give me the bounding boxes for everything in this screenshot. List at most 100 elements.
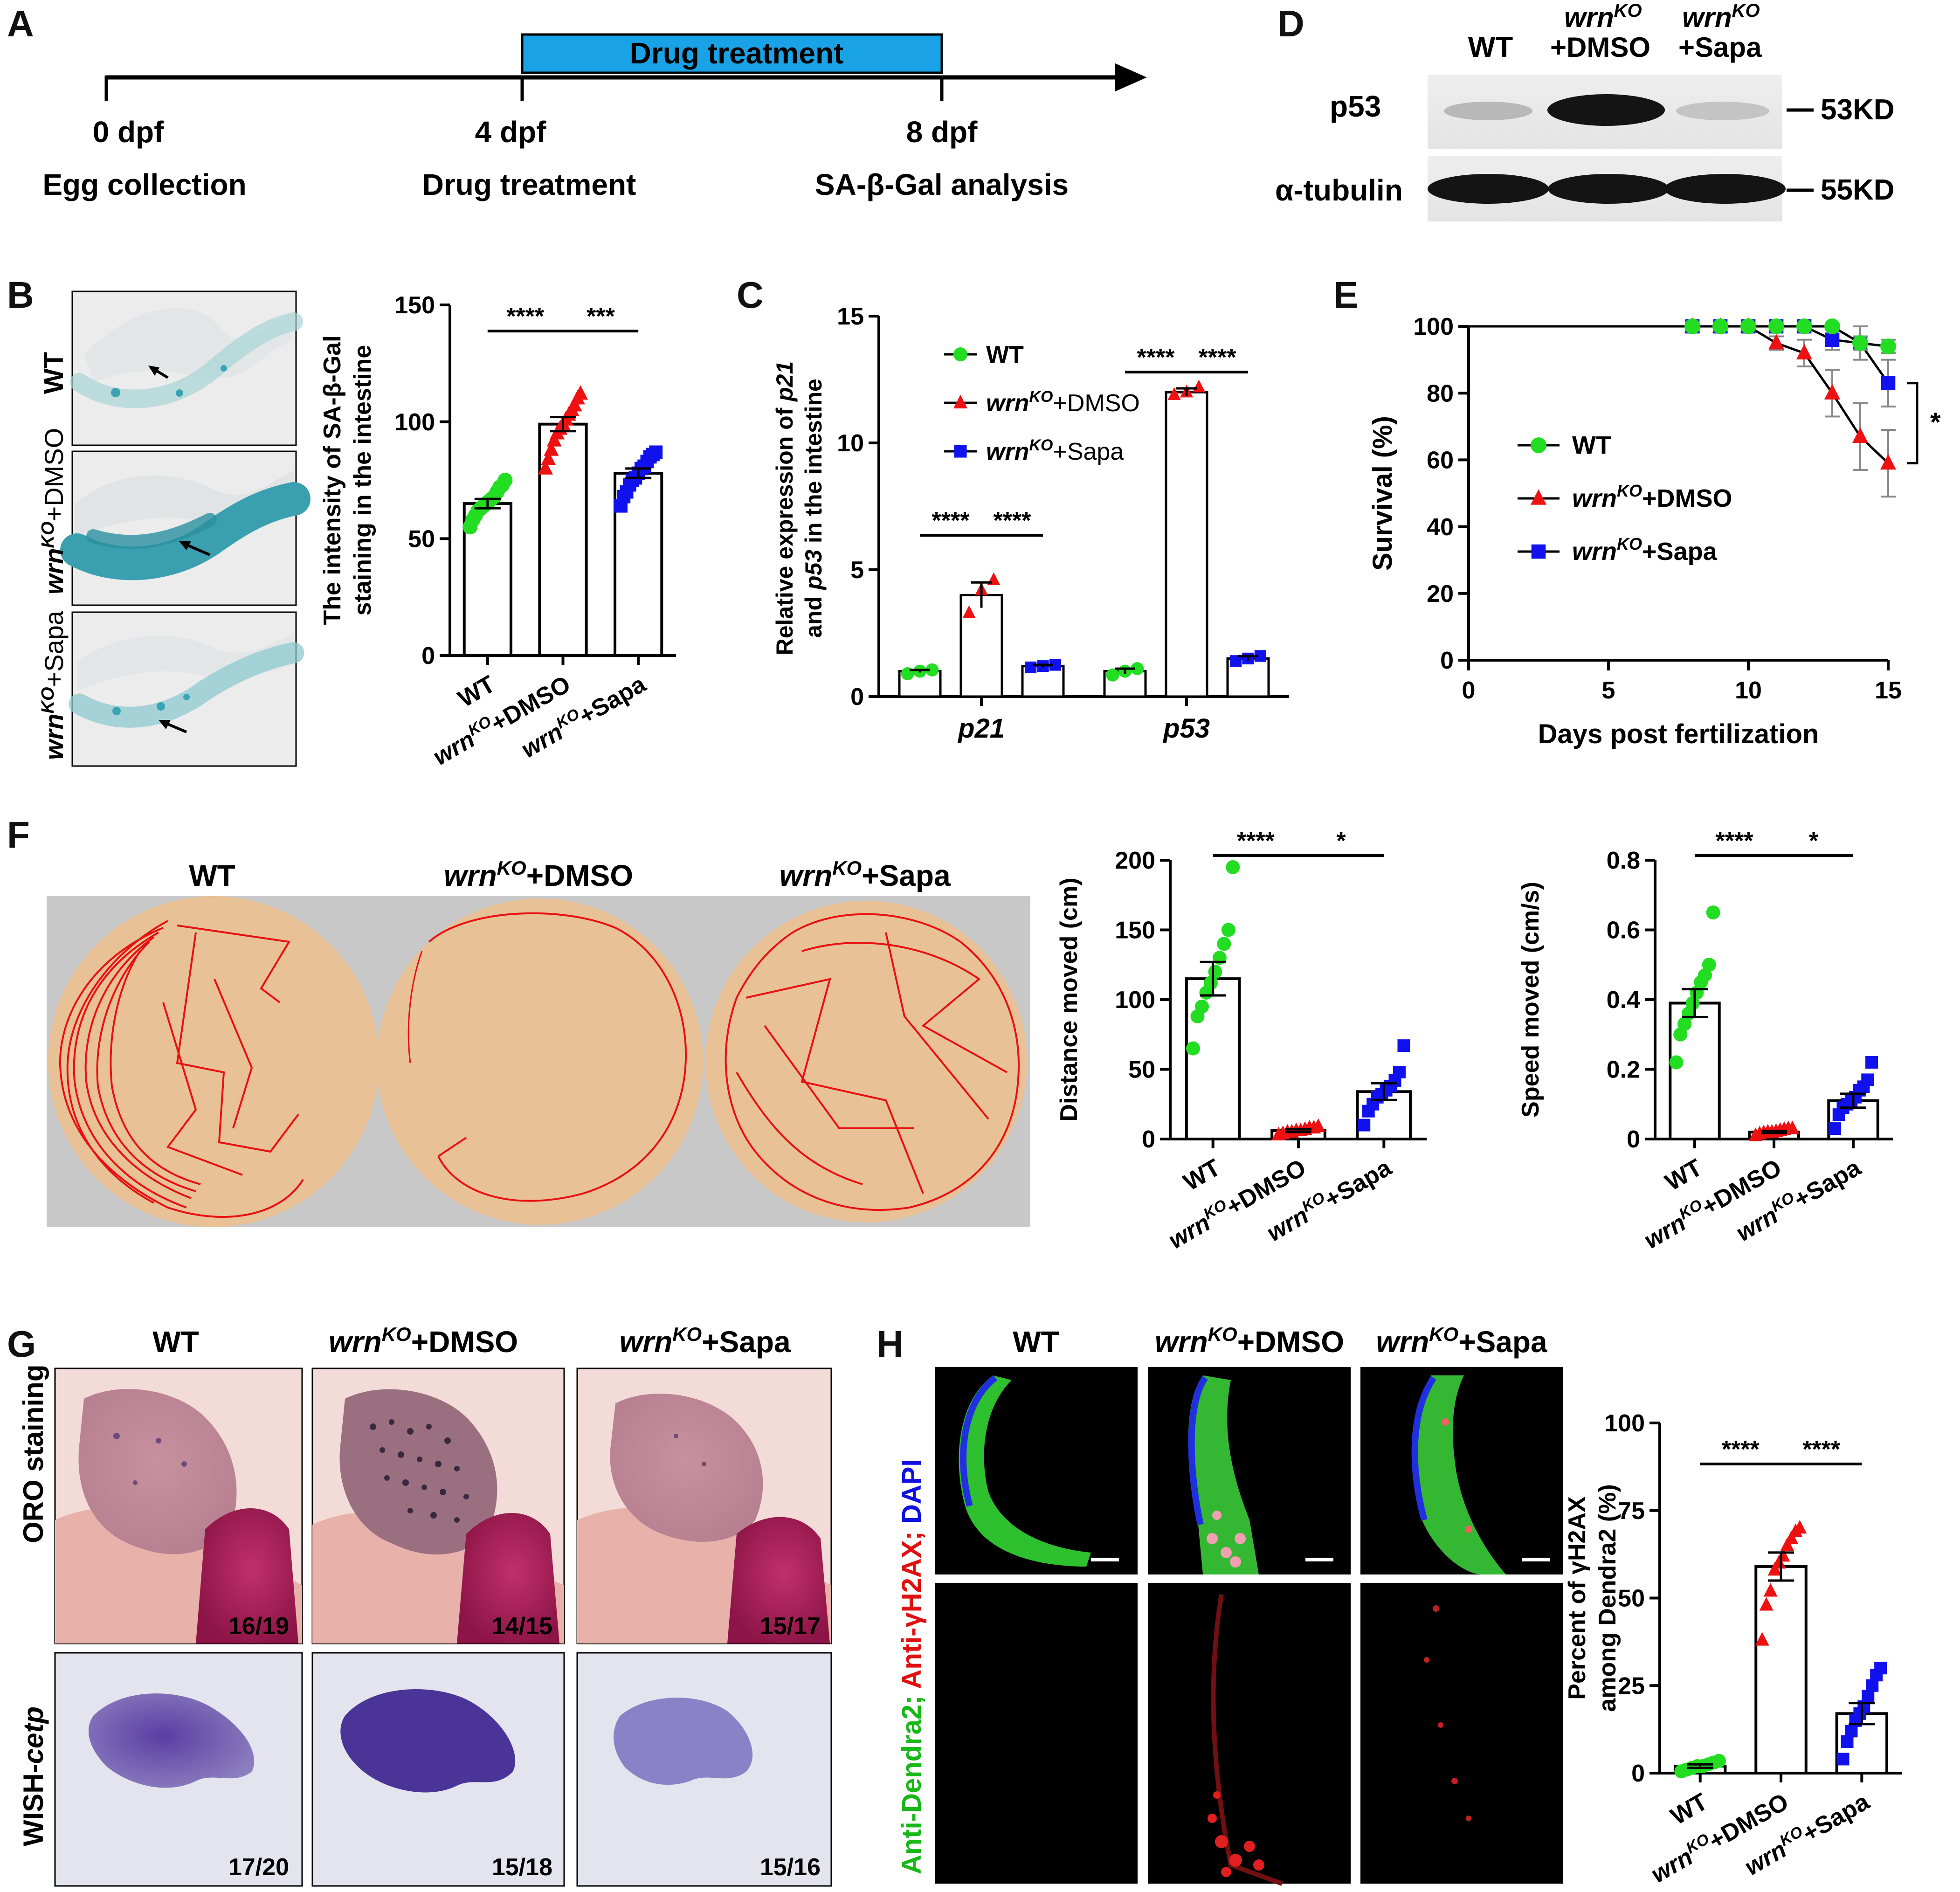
panel-d: D WT wrnKO +DMSO wrnKO +Sapa p53 α-tubul… [1275,0,1895,221]
significance-mark: * [1930,407,1941,438]
legend-treat: +Sapa [1053,438,1124,465]
y-tick-label: 0.4 [1607,987,1640,1014]
panel-letter-f: F [7,814,30,856]
data-point [1845,1725,1858,1738]
h-title-dmso: wrnKO+DMSO [1155,1323,1344,1359]
y-tick-label: 0 [1627,1126,1640,1153]
wish-image-dmso [311,1652,565,1887]
y-axis-label: Distance moved (cm) [1056,877,1083,1121]
y-tick-label: 50 [1618,1585,1645,1612]
legend-label: wrnKO+Sapa [986,436,1124,465]
p53-band-wt [1444,102,1532,120]
data-point [538,460,553,475]
significance-mark: **** [1722,1436,1760,1463]
y-axis-label: The intensity of SA-β-Gal staining in the… [319,335,376,625]
data-point [1825,332,1840,347]
h-red-sapa [1360,1583,1563,1884]
x-tick-label: 15 [1875,677,1902,704]
tick-desc-8dpf: SA-β-Gal analysis [815,168,1069,201]
panel-letter-d: D [1277,3,1304,44]
panel-letter-h: H [876,1323,904,1365]
data-point [1874,1662,1887,1675]
g-count-oro-sapa: 15/17 [760,1613,821,1640]
g-title-wt: WT [152,1325,199,1359]
y-tick-label: 40 [1427,514,1454,541]
significance-mark: **** [932,507,970,534]
p53-band-sapa [1676,102,1769,120]
y-tick-label: 150 [1115,917,1155,944]
data-point [497,473,513,488]
x-tick-treat: +Sapa [1798,1788,1874,1848]
legend-marker [1531,489,1546,505]
legend-marker [1531,437,1546,453]
data-point [1784,1530,1799,1544]
h-merge-sapa [1360,1367,1563,1574]
y-tick-label: 150 [394,292,435,319]
y-tick-label: 0.8 [1607,847,1640,874]
data-point [1025,661,1037,674]
bar [1165,391,1208,698]
bar [1185,977,1241,1140]
data-point [1194,999,1209,1014]
y-tick-label: 100 [394,409,435,436]
significance-mark: **** [1802,1436,1841,1463]
row-label-sapa: wrnKO+Sapa [38,610,69,760]
blot-col-sapa-gene: wrnKO [1682,0,1760,33]
track-title-wt: WT [189,859,235,892]
y-axis-label-part: p53 [801,550,827,591]
data-point [1768,334,1784,350]
y-axis-label: and p53 in the intestine [801,379,827,638]
data-point [1106,668,1119,682]
data-point [1793,1520,1807,1534]
sa-gal-image-sapa [69,611,304,767]
legend-ko: KO [1617,481,1642,500]
bar [1754,1565,1808,1775]
g-row-wish: WISH-cetp [18,1706,49,1846]
g-count-oro-dmso: 14/15 [492,1613,552,1640]
legend-label: WT [1572,431,1611,459]
tick-desc-0dpf: Egg collection [42,168,246,201]
data-point [1358,1119,1371,1132]
data-point [1776,1548,1790,1562]
x-tick-treat: +Sapa [574,670,651,730]
legend-gene: wrn [1572,538,1617,566]
data-point [1755,1632,1769,1646]
data-point [1824,318,1840,334]
legend-marker [954,445,967,458]
x-tick-label: 10 [1735,677,1762,704]
data-point [1796,344,1812,359]
y-axis-label: Speed moved (cm/s) [1517,882,1544,1118]
y-tick-label: 0 [1631,1760,1645,1787]
tick-label-0dpf: 0 dpf [93,115,165,149]
data-point [1880,454,1896,470]
timeline-arrowhead [1115,63,1147,91]
significance-mark: * [1809,828,1819,855]
wish-image-wt [54,1652,303,1887]
x-tick-label: WT [1179,1154,1225,1196]
data-point [1706,905,1720,920]
legend-gene: wrn [986,438,1029,465]
data-point [1836,1753,1850,1766]
data-point [925,663,939,677]
data-point [1226,860,1240,874]
data-point [1880,338,1896,354]
tubulin-band-wt [1428,174,1549,204]
y-tick-label: 100 [1413,313,1454,340]
x-tick-treat: +Sapa [1320,1154,1396,1214]
y-tick-label: 100 [1604,1410,1645,1437]
blot-col-wt: WT [1468,31,1513,63]
data-point [1763,1583,1778,1597]
panel-letter-a: A [7,3,34,44]
y-tick-label: 60 [1427,447,1454,474]
arena-dmso [377,898,703,1225]
blot-row-p53: p53 [1330,90,1381,123]
data-point [1740,318,1756,334]
g-count-wish-sapa: 15/16 [760,1854,821,1881]
x-tick-label: 0 [1462,677,1476,704]
legend-label: WT [986,341,1024,368]
row-label-wt: WT [39,352,69,394]
